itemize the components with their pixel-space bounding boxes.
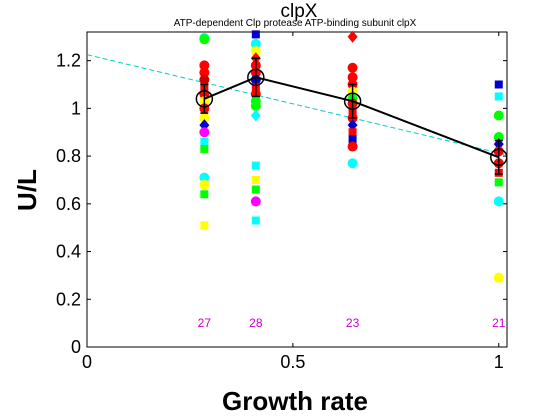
y-tick-label: 1.2 [56, 51, 81, 71]
y-tick-label: 0 [71, 337, 81, 357]
plot-area-frame [86, 31, 508, 348]
trend-line [86, 54, 508, 156]
mean-series [195, 57, 508, 175]
mean-marker [247, 68, 265, 87]
data-point-square [200, 137, 209, 146]
data-point-square [348, 135, 357, 144]
data-point-diamond [347, 119, 358, 132]
data-point-circle [493, 132, 504, 142]
data-point-circle [199, 74, 210, 85]
data-point-circle [347, 72, 358, 83]
y-axis: 0 0.2 0.4 0.6 0.8 1 1.2 [56, 51, 507, 357]
data-point-circle [493, 196, 504, 207]
trend-line-group [86, 54, 508, 156]
mean-marker [343, 92, 362, 110]
y-axis-label: U/L [12, 169, 42, 211]
y-tick-label: 0.6 [56, 194, 81, 214]
sample-count-label: 28 [249, 316, 263, 330]
data-point-circle [199, 127, 210, 138]
data-point-circle [199, 172, 210, 183]
data-point-circle [199, 34, 210, 45]
y-tick-label: 0.4 [56, 242, 81, 262]
data-point-square [200, 144, 209, 153]
data-point-circle [199, 60, 210, 71]
x-tick-label: 0 [82, 352, 92, 372]
data-point-square [200, 221, 209, 230]
x-tick-label: 1 [494, 352, 504, 372]
data-point-square [251, 161, 260, 170]
data-point-diamond [347, 30, 358, 43]
sample-count-label: 21 [492, 316, 506, 330]
data-point-square [494, 178, 503, 187]
data-point-circle [250, 100, 261, 111]
chart-subtitle: ATP-dependent Clp protease ATP-binding s… [174, 18, 417, 29]
data-point-diamond [250, 109, 261, 122]
data-point-square [251, 175, 260, 184]
data-points [199, 30, 504, 283]
data-point-circle [250, 196, 261, 207]
data-point-square [494, 92, 503, 101]
sample-count-label: 23 [346, 316, 360, 330]
data-point-square [348, 128, 357, 137]
mean-marker [195, 90, 214, 108]
data-point-circle [250, 38, 261, 49]
sample-counts: 27 28 23 21 [198, 316, 506, 330]
data-point-square [251, 185, 260, 194]
sample-count-label: 27 [198, 316, 212, 330]
data-point-square [200, 190, 209, 199]
data-point-circle [347, 158, 358, 169]
mean-marker [490, 148, 508, 167]
data-point-circle [250, 46, 261, 57]
data-point-square [251, 216, 260, 225]
data-point-circle [347, 62, 358, 73]
y-tick-label: 1 [71, 98, 81, 118]
y-tick-label: 0.8 [56, 146, 81, 166]
mean-line [203, 76, 500, 159]
y-tick-label: 0.2 [56, 289, 81, 309]
data-point-circle [199, 67, 210, 78]
data-point-circle [199, 112, 210, 123]
data-point-square [251, 30, 260, 39]
x-axis: 0 0.5 1 [82, 32, 504, 372]
data-point-circle [347, 141, 358, 152]
x-tick-label: 0.5 [280, 352, 305, 372]
data-point-circle [493, 272, 504, 283]
data-point-circle [199, 179, 210, 190]
chart-title: clpX [281, 1, 318, 22]
data-point-circle [493, 110, 504, 121]
x-axis-label: Growth rate [222, 386, 368, 416]
data-point-square [494, 80, 503, 89]
